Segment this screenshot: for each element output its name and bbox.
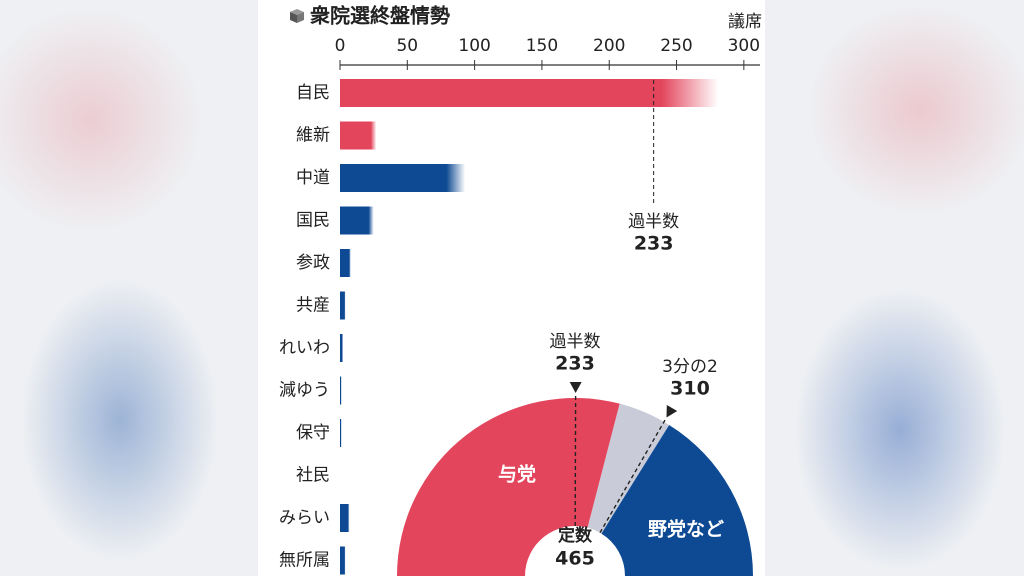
threshold-arrow — [666, 404, 678, 418]
x-tick-label: 100 — [458, 36, 490, 56]
category-label: 社民 — [296, 466, 330, 486]
category-label: 無所属 — [279, 551, 330, 571]
bar — [340, 504, 350, 532]
total-label: 定数 — [558, 525, 593, 546]
threshold-value: 310 — [670, 378, 710, 400]
threshold-label: 3分の2 — [662, 357, 718, 377]
threshold-arrow — [569, 381, 582, 394]
majority-value: 233 — [634, 233, 674, 255]
x-tick-label: 0 — [335, 36, 346, 56]
category-label: 国民 — [296, 211, 330, 231]
threshold-label: 過半数 — [550, 332, 601, 352]
total-value: 465 — [555, 548, 595, 570]
bar — [340, 79, 719, 107]
bar — [340, 249, 351, 277]
chart-title: 衆院選終盤情勢 — [310, 4, 450, 28]
bar — [340, 546, 346, 575]
bar — [340, 419, 342, 447]
x-tick-label: 300 — [728, 36, 760, 56]
x-tick-label: 250 — [660, 36, 692, 56]
category-label: 中道 — [296, 168, 330, 188]
ruling-segment — [397, 398, 620, 576]
category-label: 減ゆう — [279, 381, 330, 401]
title-icon — [290, 9, 304, 23]
bar — [340, 376, 342, 405]
x-tick-label: 200 — [593, 36, 625, 56]
category-label: 自民 — [296, 83, 330, 103]
uncertain-segment — [587, 403, 670, 534]
category-label: 維新 — [296, 126, 330, 146]
bar — [340, 291, 346, 320]
x-tick-label: 150 — [526, 36, 558, 56]
series-label: 野党など — [648, 518, 724, 541]
threshold-value: 233 — [555, 353, 595, 375]
category-label: 参政 — [296, 253, 330, 273]
series-label: 与党 — [498, 463, 536, 486]
bar — [340, 121, 377, 150]
bar — [340, 334, 343, 362]
bar — [340, 164, 466, 192]
bar — [340, 206, 374, 235]
category-label: みらい — [279, 508, 330, 528]
category-label: 保守 — [296, 423, 330, 443]
axis-unit: 議席 — [728, 12, 762, 32]
x-tick-label: 50 — [396, 36, 418, 56]
majority-label: 過半数 — [628, 212, 679, 232]
category-label: 共産 — [296, 296, 330, 316]
category-label: れいわ — [279, 338, 330, 358]
threshold-line — [599, 419, 666, 534]
opposition-segment — [601, 424, 753, 576]
